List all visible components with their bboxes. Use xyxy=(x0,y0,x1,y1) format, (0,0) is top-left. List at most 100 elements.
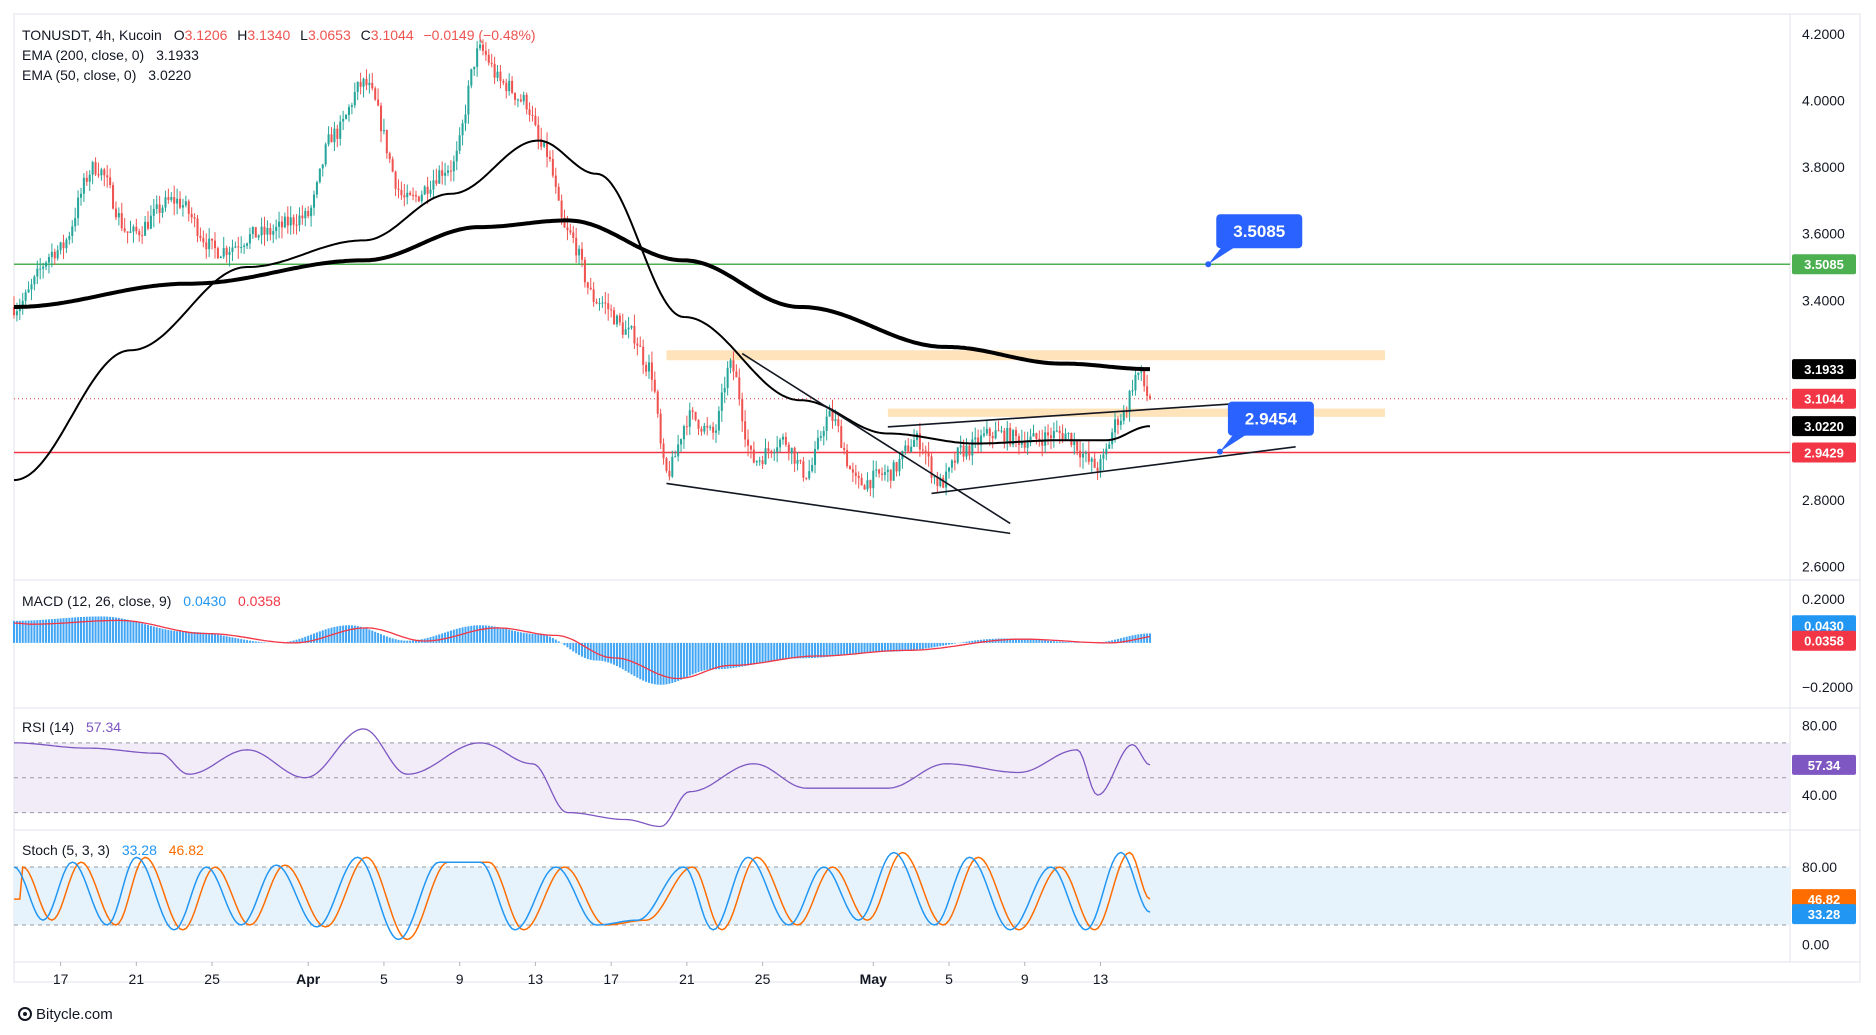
macd-bar[interactable] xyxy=(720,642,723,670)
macd-bar[interactable] xyxy=(388,637,391,643)
candle[interactable] xyxy=(659,408,662,449)
macd-bar[interactable] xyxy=(755,642,758,664)
candle[interactable] xyxy=(254,227,257,238)
candle[interactable] xyxy=(554,167,557,194)
trendlines[interactable] xyxy=(666,352,1296,535)
candle[interactable] xyxy=(895,461,898,477)
candle[interactable] xyxy=(36,260,39,285)
macd-bar[interactable] xyxy=(53,618,56,643)
candle[interactable] xyxy=(298,207,301,232)
candle[interactable] xyxy=(155,195,158,214)
candle[interactable] xyxy=(77,190,80,226)
macd-bar[interactable] xyxy=(441,633,444,643)
macd-bar[interactable] xyxy=(1023,639,1026,643)
candle[interactable] xyxy=(950,459,953,473)
macd-bar[interactable] xyxy=(295,639,298,643)
candle[interactable] xyxy=(1134,368,1137,396)
candle[interactable] xyxy=(222,236,225,259)
macd-bar[interactable] xyxy=(112,617,115,643)
macd-bar[interactable] xyxy=(936,642,939,647)
candle[interactable] xyxy=(1090,456,1093,474)
candle[interactable] xyxy=(822,426,825,446)
macd-bar[interactable] xyxy=(181,631,184,643)
macd-bar[interactable] xyxy=(572,642,575,652)
macd-bar[interactable] xyxy=(677,642,680,681)
macd-bar[interactable] xyxy=(971,640,974,643)
candle[interactable] xyxy=(286,206,289,234)
candle[interactable] xyxy=(889,469,892,489)
candle[interactable] xyxy=(680,438,683,452)
macd-bar[interactable] xyxy=(234,637,237,643)
candle[interactable] xyxy=(898,451,901,477)
macd-bar[interactable] xyxy=(857,642,860,654)
candle[interactable] xyxy=(615,314,618,328)
macd-bar[interactable] xyxy=(339,625,342,643)
candle[interactable] xyxy=(196,215,199,243)
candle[interactable] xyxy=(1079,440,1082,468)
candle[interactable] xyxy=(857,471,860,489)
macd-bar[interactable] xyxy=(802,642,805,659)
candle[interactable] xyxy=(1111,428,1114,449)
candle[interactable] xyxy=(27,281,30,293)
candle[interactable] xyxy=(668,461,671,481)
candle[interactable] xyxy=(452,155,455,182)
macd-bar[interactable] xyxy=(726,642,729,669)
candle[interactable] xyxy=(170,192,173,203)
candle[interactable] xyxy=(595,298,598,305)
candle[interactable] xyxy=(1032,424,1035,437)
macd-bar[interactable] xyxy=(59,618,62,643)
macd-bar[interactable] xyxy=(901,642,904,652)
candle[interactable] xyxy=(513,92,517,106)
price-tick-label[interactable]: 4.2000 xyxy=(1802,26,1845,42)
candle[interactable] xyxy=(735,364,738,378)
candle[interactable] xyxy=(516,98,519,108)
candle[interactable] xyxy=(851,462,854,482)
macd-bar[interactable] xyxy=(848,642,851,655)
candle[interactable] xyxy=(307,206,310,219)
macd-bar[interactable] xyxy=(927,642,930,649)
macd-bar[interactable] xyxy=(747,642,750,666)
candle[interactable] xyxy=(103,167,106,187)
candle[interactable] xyxy=(371,72,374,91)
trendline-1[interactable] xyxy=(741,352,1011,525)
macd-bar[interactable] xyxy=(347,625,350,643)
macd-bar[interactable] xyxy=(179,631,182,643)
macd-bar[interactable] xyxy=(211,633,214,643)
candle[interactable] xyxy=(749,445,752,459)
macd-bar[interactable] xyxy=(907,642,910,651)
macd-bar[interactable] xyxy=(333,626,336,643)
candle[interactable] xyxy=(347,104,350,122)
candle[interactable] xyxy=(682,424,685,449)
candle[interactable] xyxy=(860,473,863,486)
candle[interactable] xyxy=(353,82,356,109)
candle[interactable] xyxy=(633,314,636,350)
candle[interactable] xyxy=(540,127,543,151)
macd-bar[interactable] xyxy=(924,642,927,649)
macd-bar[interactable] xyxy=(723,642,726,669)
macd-bar[interactable] xyxy=(476,625,479,643)
candle[interactable] xyxy=(799,459,802,465)
candle[interactable] xyxy=(473,66,476,76)
candle[interactable] xyxy=(333,121,336,152)
candle[interactable] xyxy=(991,431,994,449)
macd-bar[interactable] xyxy=(738,642,741,668)
candle[interactable] xyxy=(1058,425,1061,444)
macd-bar[interactable] xyxy=(1049,640,1052,643)
macd-bar[interactable] xyxy=(213,634,217,643)
candle[interactable] xyxy=(505,78,508,99)
macd-bar[interactable] xyxy=(1029,639,1032,643)
stoch-tick-label[interactable]: 0.00 xyxy=(1802,936,1829,952)
macd-bar[interactable] xyxy=(1116,638,1119,643)
candle[interactable] xyxy=(971,431,974,466)
macd-bar[interactable] xyxy=(694,642,697,674)
candle[interactable] xyxy=(205,233,208,259)
macd-bar[interactable] xyxy=(1143,633,1146,643)
candle[interactable] xyxy=(336,124,339,148)
candle[interactable] xyxy=(490,53,493,68)
macd-bar[interactable] xyxy=(144,624,147,643)
macd-bar[interactable] xyxy=(543,634,546,643)
candle[interactable] xyxy=(269,223,272,241)
macd-bar[interactable] xyxy=(374,631,377,643)
candle[interactable] xyxy=(1049,427,1052,450)
